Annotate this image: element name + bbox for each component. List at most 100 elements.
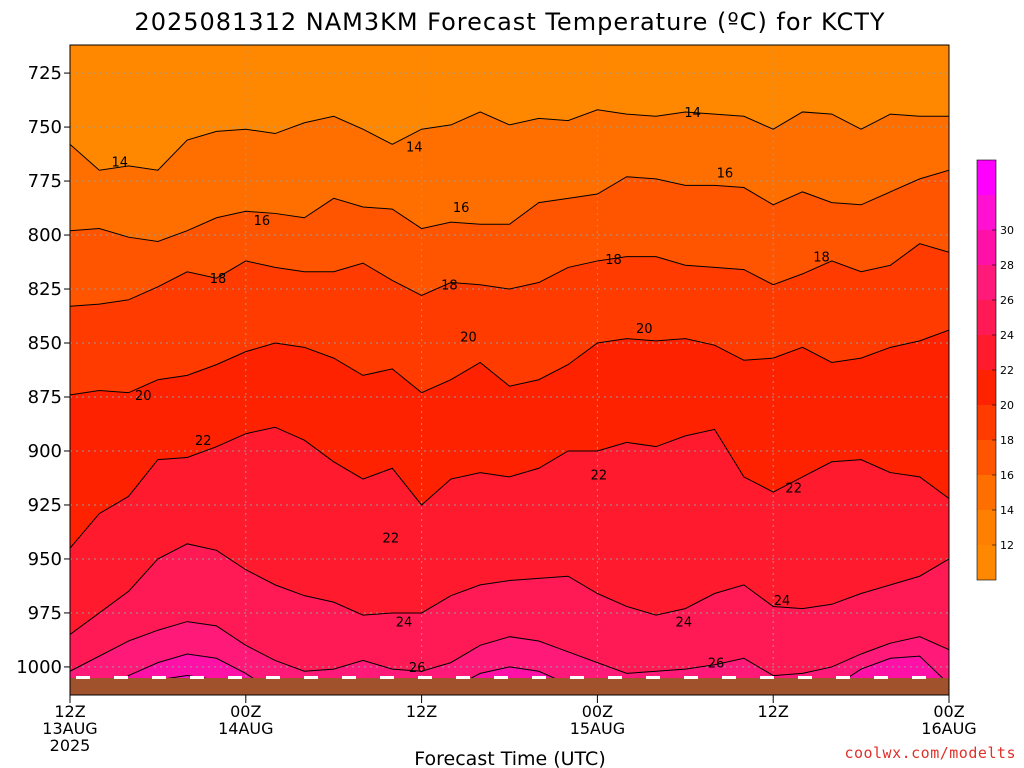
contour-label: 22 [195, 434, 212, 449]
colorbar-swatch [977, 300, 996, 335]
plot-area: 14 14 14 16 16 16 18 18 18 18 20 20 20 22 22 22 22 24 24 24… [69, 44, 950, 696]
contour-label: 18 [813, 251, 830, 266]
colorbar-swatch [977, 335, 996, 370]
ground-notch [722, 676, 736, 679]
ground-notch [76, 676, 90, 679]
color-legend: 12 14 16 18 20 22 24 26 28 30 [976, 159, 1014, 581]
colorbar-tick-label: 24 [1000, 329, 1014, 342]
colorbar-swatch [977, 160, 996, 195]
ground-notch [304, 676, 318, 679]
ground-notch [266, 676, 280, 679]
y-tick-label: 750 [28, 117, 62, 138]
y-tick-label: 775 [28, 171, 62, 192]
ground-notch [380, 676, 394, 679]
contour-label: 24 [774, 594, 791, 609]
colorbar-swatch [977, 195, 996, 230]
ground-notch [608, 676, 622, 679]
contour-label: 24 [676, 616, 693, 631]
x-tick-label: 12Z [758, 702, 789, 721]
isotherm-18 [70, 243, 949, 307]
ground-notch [532, 676, 546, 679]
ground-notch [798, 676, 812, 679]
temperature-fill-bands [70, 45, 949, 695]
colorbar-swatch [977, 405, 996, 440]
colorbar-swatch [977, 475, 996, 510]
contour-label: 22 [383, 531, 400, 546]
ground-band [70, 678, 949, 695]
contour-label: 20 [460, 331, 477, 346]
isotherm-28 [81, 653, 949, 695]
colorbar-tick-label: 12 [1000, 539, 1014, 552]
contour-label: 20 [636, 322, 653, 337]
isotherm-22 [70, 426, 949, 549]
contour-label: 26 [409, 661, 426, 676]
colorbar-tick-label: 16 [1000, 469, 1014, 482]
contour-label: 16 [717, 166, 734, 181]
isotherm-26 [70, 621, 949, 677]
y-tick-label: 1000 [16, 657, 62, 678]
x-tick-label: 00Z 15AUG [570, 702, 625, 738]
contour-label: 14 [406, 140, 423, 155]
isotherm-16 [70, 169, 949, 243]
y-tick-label: 950 [28, 549, 62, 570]
plot-frame [69, 44, 950, 696]
ground-notch [456, 676, 470, 679]
ground-notch [684, 676, 698, 679]
band-above-28 [84, 653, 949, 695]
contour-label: 18 [441, 279, 458, 294]
colorbar-tick-label: 26 [1000, 294, 1014, 307]
isotherm-20 [70, 329, 949, 396]
y-tick-label: 825 [28, 279, 62, 300]
ground-notch [760, 676, 774, 679]
ground-notch [114, 676, 128, 679]
contour-label: 22 [591, 469, 608, 484]
ground-notch [228, 676, 242, 679]
time-axis: 12Z 13AUG 2025 00Z 14AUG 12Z 00Z 15AUG 12Z 00Z 16A… [42, 695, 977, 755]
x-tick-label: 12Z [406, 702, 437, 721]
colorbar-tick-label: 28 [1000, 259, 1014, 272]
colorbar-swatch [977, 230, 996, 265]
y-tick-label: 925 [28, 495, 62, 516]
x-axis-title: Forecast Time (UTC) [414, 748, 605, 768]
y-tick-label: 850 [28, 333, 62, 354]
y-tick-label: 900 [28, 441, 62, 462]
ground-notch [570, 676, 584, 679]
colorbar-swatch [977, 370, 996, 405]
ground-notch [836, 676, 850, 679]
colorbar-swatch [977, 440, 996, 475]
y-tick-label: 725 [28, 63, 62, 84]
isotherm-14 [70, 109, 949, 171]
contour-label: 18 [605, 253, 622, 268]
credit-link[interactable]: coolwx.com/modelts [844, 744, 1016, 762]
ground-surface [70, 676, 949, 695]
y-tick-label: 975 [28, 603, 62, 624]
ground-notch [912, 676, 926, 679]
ground-notch [418, 676, 432, 679]
contour-label: 16 [453, 201, 470, 216]
colorbar-tick-label: 18 [1000, 434, 1014, 447]
chart-title: 2025081312 NAM3KM Forecast Temperature (… [134, 8, 885, 36]
contour-labels: 14 14 14 16 16 16 18 18 18 18 20 20 20 22 22 22 22 24 24 24… [112, 106, 830, 676]
colorbar-tick-label: 14 [1000, 504, 1014, 517]
y-tick-label: 800 [28, 225, 62, 246]
ground-notch [152, 676, 166, 679]
ground-notch [874, 676, 888, 679]
x-tick-label: 00Z 14AUG [218, 702, 273, 738]
isotherm-24 [70, 543, 949, 635]
contour-label: 14 [684, 106, 701, 121]
ground-notch [494, 676, 508, 679]
band-above-24 [70, 543, 949, 695]
contour-label: 20 [135, 389, 152, 404]
colorbar-tick-label: 22 [1000, 364, 1014, 377]
x-tick-label: 12Z 13AUG 2025 [42, 702, 97, 755]
x-tick-label: 00Z 16AUG [921, 702, 976, 738]
contour-label: 24 [396, 616, 413, 631]
colorbar-tick-label: 30 [1000, 224, 1014, 237]
colorbar-tick-label: 20 [1000, 399, 1014, 412]
contour-label: 22 [785, 482, 802, 497]
ground-notch [342, 676, 356, 679]
colorbar-swatch [977, 510, 996, 545]
ground-notch [646, 676, 660, 679]
ground-notch [190, 676, 204, 679]
